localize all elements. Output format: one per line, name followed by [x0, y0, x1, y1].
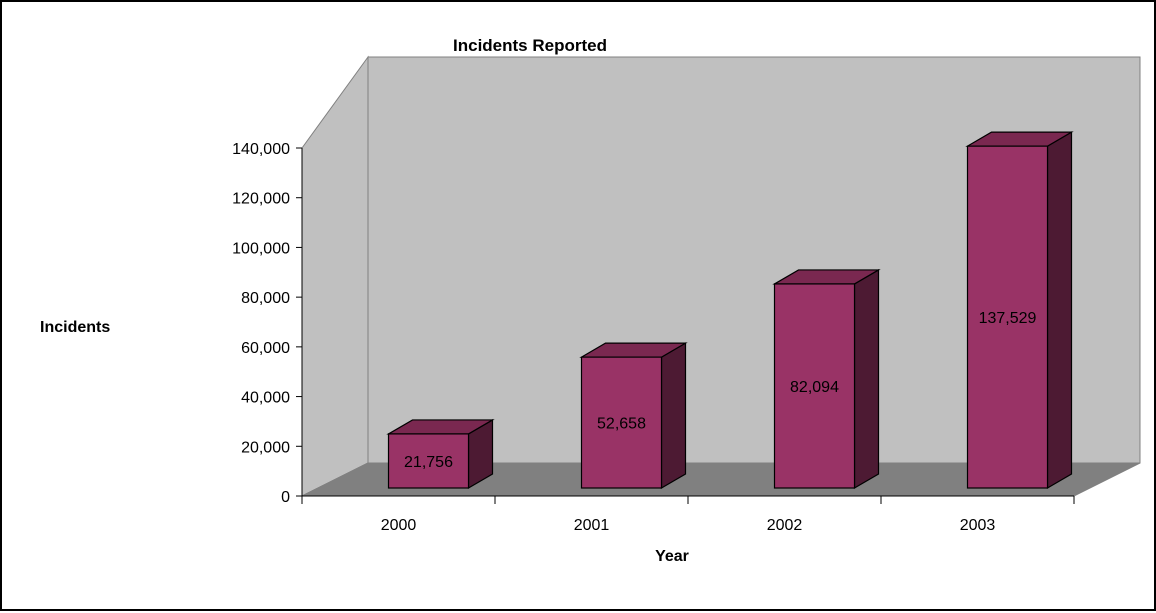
x-tick-label: 2001 — [574, 517, 610, 534]
bar-2001 — [579, 342, 688, 490]
x-axis-title: Year — [655, 548, 689, 565]
data-label-2000: 21,756 — [404, 454, 453, 471]
y-tick-label: 120,000 — [232, 191, 290, 208]
x-tick-label: 2002 — [767, 517, 803, 534]
y-tick-label: 60,000 — [241, 340, 290, 357]
chart-title: Incidents Reported — [453, 36, 607, 55]
y-tick-label: 20,000 — [241, 439, 290, 456]
bar-2003 — [965, 131, 1074, 490]
data-label-2001: 52,658 — [597, 416, 646, 433]
bar-side-face — [1046, 131, 1073, 490]
bar-front-face — [966, 145, 1049, 489]
y-tick-label: 140,000 — [232, 141, 290, 158]
y-tick-label: 100,000 — [232, 240, 290, 257]
bar-2002 — [772, 268, 881, 490]
y-axis-title: Incidents — [40, 319, 110, 336]
x-tick-label: 2003 — [960, 517, 996, 534]
x-tick-label: 2000 — [381, 517, 417, 534]
y-tick-label: 0 — [281, 489, 290, 506]
bar-side-face — [660, 342, 687, 490]
side-wall — [301, 55, 369, 497]
bar-2000 — [386, 418, 495, 490]
y-tick-label: 80,000 — [241, 290, 290, 307]
bar-front-face — [580, 356, 663, 489]
bar-front-face — [773, 283, 856, 489]
bar-side-face — [853, 268, 880, 490]
data-label-2002: 82,094 — [790, 379, 839, 396]
bar-front-face — [387, 433, 470, 489]
y-tick-label: 40,000 — [241, 390, 290, 407]
data-label-2003: 137,529 — [979, 310, 1037, 327]
